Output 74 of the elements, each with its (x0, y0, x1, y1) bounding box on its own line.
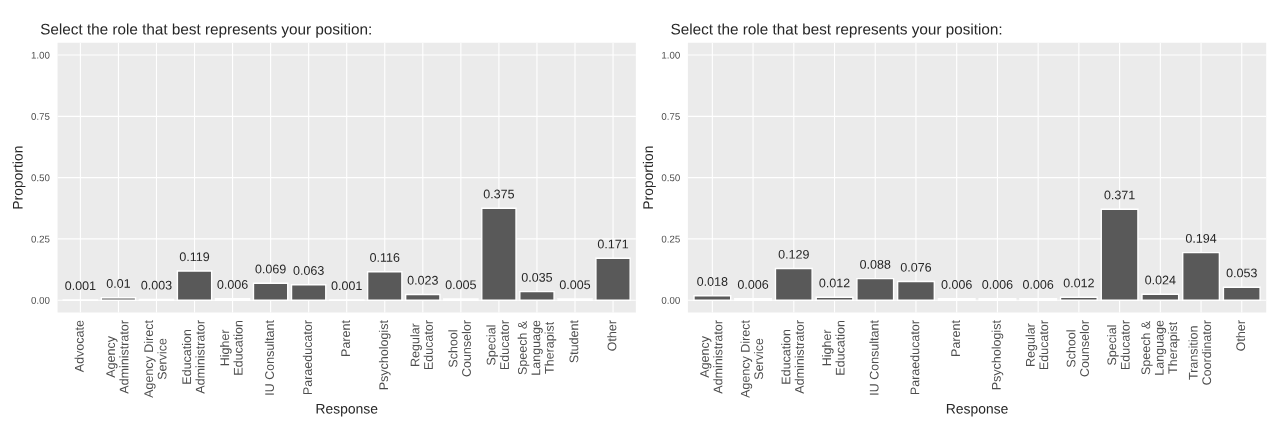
x-tick-label: Higher Education (220, 320, 243, 375)
y-tick-label: 0.00 (661, 296, 680, 304)
data-label: 0.063 (293, 266, 324, 275)
y-tick-label: 0.50 (661, 174, 680, 182)
data-label: 0.018 (697, 277, 728, 286)
x-tick-label: Special Educator (486, 320, 509, 370)
data-label: 0.371 (1104, 190, 1135, 200)
y-tick-label: 0.75 (31, 113, 50, 120)
x-tick-label: Agency Direct Service (143, 320, 167, 398)
chart-title: Select the role that best represents your position: (40, 23, 371, 38)
data-label: 0.01 (106, 279, 130, 288)
x-tick-label: Education Administrator (181, 320, 205, 394)
x-tick-label: Psychologist (991, 320, 1004, 390)
x-tick-label: School Counselor (1066, 320, 1089, 377)
x-tick-label: School Counselor (448, 320, 471, 377)
x-tick-label: Paraeducator (910, 320, 920, 395)
x-tick-label: Speech & Language Therapist (1141, 320, 1180, 375)
data-label: 0.012 (1063, 278, 1094, 288)
x-tick-label: Agency Administrator (700, 320, 723, 394)
y-tick-label: 0.25 (661, 235, 680, 243)
x-tick-label: Agency Direct Service (740, 320, 764, 398)
data-label: 0.035 (521, 272, 553, 282)
data-label: 0.001 (331, 281, 362, 291)
x-tick-label: Paraeducator (302, 320, 313, 395)
data-label: 0.116 (370, 253, 400, 262)
data-label: 0.012 (819, 278, 850, 288)
x-tick-label: IU Consultant (869, 320, 879, 395)
x-tick-label: Other (607, 320, 617, 351)
x-tick-label: Parent (951, 320, 961, 356)
y-axis-title: Proportion (642, 146, 656, 209)
data-label: 0.375 (483, 189, 515, 199)
x-tick-label: Transition Coordinator (1188, 320, 1212, 385)
y-tick-label: 1.00 (31, 51, 50, 59)
data-label: 0.005 (445, 280, 476, 290)
x-tick-label: IU Consultant (264, 320, 274, 395)
x-tick-label: Agency Administrator (106, 320, 129, 394)
data-label: 0.001 (65, 281, 96, 291)
x-tick-label: Special Educator (1107, 320, 1130, 370)
x-tick-label: Psychologist (378, 320, 391, 390)
x-axis-title: Response (946, 403, 1008, 417)
x-tick-label: Education Administrator (781, 320, 804, 394)
data-label: 0.129 (778, 249, 809, 259)
x-tick-label: Higher Education (821, 320, 845, 375)
data-label: 0.119 (179, 252, 210, 262)
data-label: 0.006 (737, 280, 769, 289)
x-tick-label: Student (569, 320, 579, 363)
y-tick-label: 0.00 (31, 296, 50, 304)
data-label: 0.171 (597, 239, 629, 249)
x-tick-label: Regular Educator (1025, 320, 1049, 370)
x-tick-label: Advocate (74, 320, 84, 373)
data-label: 0.003 (141, 280, 172, 290)
data-label: 0.024 (1145, 275, 1176, 285)
x-tick-label: Speech & Language Therapist (517, 320, 557, 375)
data-label: 0.006 (941, 280, 972, 289)
x-tick-label: Regular Educator (410, 320, 433, 370)
x-tick-label: Parent (341, 320, 351, 356)
data-label: 0.006 (982, 280, 1013, 289)
x-tick-label: Other (1235, 320, 1246, 351)
data-label: 0.006 (217, 280, 248, 289)
data-label: 0.076 (900, 262, 932, 272)
y-tick-label: 1.00 (662, 51, 680, 59)
chart-title: Select the role that best represents your position: (671, 23, 1002, 38)
data-label: 0.069 (255, 264, 286, 274)
x-axis-title: Response (316, 403, 378, 417)
data-label: 0.005 (559, 280, 591, 290)
data-label: 0.053 (1226, 268, 1257, 278)
data-label: 0.088 (860, 259, 891, 269)
y-tick-label: 0.25 (31, 235, 50, 243)
data-label: 0.194 (1185, 233, 1217, 243)
y-tick-label: 0.75 (661, 113, 680, 120)
data-label: 0.023 (407, 275, 438, 285)
data-label: 0.006 (1023, 280, 1054, 289)
y-tick-label: 0.50 (31, 174, 50, 182)
y-axis-title: Proportion (12, 146, 26, 209)
